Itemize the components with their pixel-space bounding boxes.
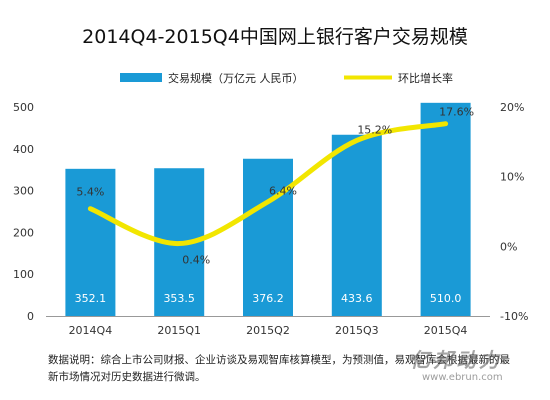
chart-title: 2014Q4-2015Q4中国网上银行客户交易规模: [82, 26, 468, 48]
line-value-label: 17.6%: [439, 106, 474, 119]
bar-value-label: 353.5: [163, 292, 195, 305]
y2-tick-label: -10%: [500, 310, 528, 323]
watermark-logo: 亿邦动力: [410, 348, 502, 372]
bar: [65, 168, 116, 316]
y2-tick-label: 20%: [500, 101, 524, 114]
x-tick-label: 2015Q2: [246, 324, 290, 337]
bar: [243, 158, 293, 316]
watermark-url: www.ebrun.com: [422, 372, 503, 383]
legend-label-bars: 交易规模（万亿元 人民币）: [168, 71, 304, 85]
bar-value-label: 510.0: [430, 292, 462, 305]
bar: [331, 134, 382, 316]
y-tick-label: 300: [13, 185, 34, 198]
x-tick-label: 2014Q4: [69, 324, 113, 337]
y-tick-label: 0: [27, 310, 34, 323]
x-tick-label: 2015Q3: [335, 324, 379, 337]
y-tick-label: 100: [13, 268, 34, 281]
x-tick-label: 2015Q4: [424, 324, 468, 337]
y-tick-label: 400: [13, 143, 34, 156]
legend-swatch-bars: [120, 73, 162, 82]
line-value-label: 0.4%: [182, 254, 210, 267]
x-tick-label: 2015Q1: [157, 324, 201, 337]
bar-value-label: 376.2: [252, 292, 284, 305]
bar: [420, 102, 471, 316]
source-note: 数据说明：综合上市公司财报、企业访谈及易观智库核算模型，为预测值，易观智库会根据…: [48, 354, 510, 383]
line-value-label: 6.4%: [269, 185, 297, 198]
y-tick-label: 200: [13, 226, 34, 239]
y-tick-label: 500: [13, 101, 34, 114]
y2-tick-label: 0%: [500, 240, 517, 253]
legend-label-line: 环比增长率: [398, 71, 453, 85]
line-value-label: 15.2%: [357, 123, 392, 136]
y2-tick-label: 10%: [500, 171, 524, 184]
growth-line: [87, 121, 449, 247]
bar-value-label: 352.1: [75, 292, 107, 305]
line-value-label: 5.4%: [76, 186, 104, 199]
bar-value-label: 433.6: [341, 292, 373, 305]
